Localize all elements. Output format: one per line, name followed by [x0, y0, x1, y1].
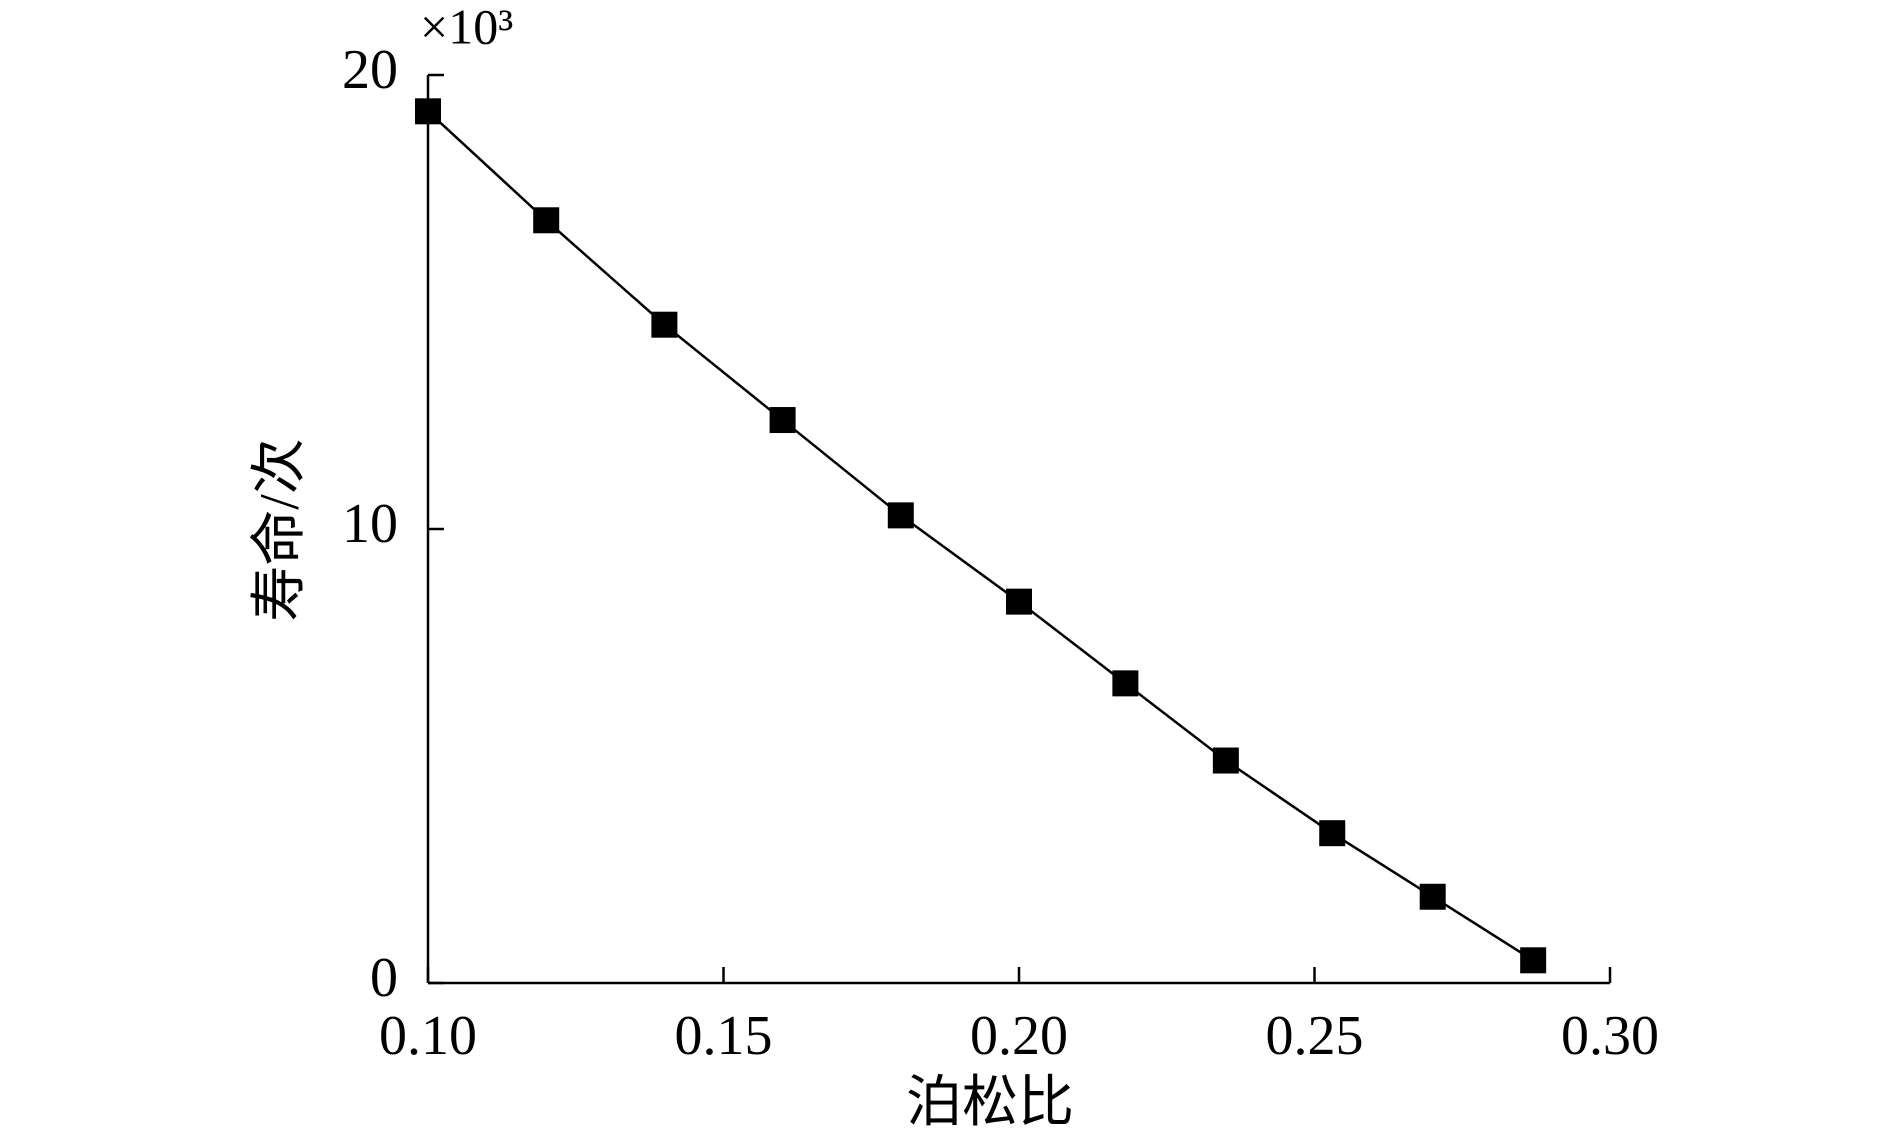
- x-axis-label: 泊松比: [906, 1072, 1074, 1134]
- marker: [1006, 588, 1032, 615]
- marker: [1419, 883, 1446, 910]
- x-tick-label: 0.25: [1266, 1005, 1364, 1067]
- marker: [1212, 747, 1239, 774]
- marker: [415, 98, 441, 125]
- x-tick-label: 0.20: [970, 1005, 1068, 1067]
- x-tick-label: 0.30: [1561, 1005, 1659, 1067]
- y-tick-label: 0: [370, 947, 398, 1009]
- marker: [533, 207, 560, 234]
- y-multiplier: ×10³: [420, 0, 513, 54]
- marker: [1520, 947, 1547, 974]
- marker: [1112, 670, 1139, 697]
- y-tick-label: 20: [342, 39, 398, 101]
- x-tick-label: 0.10: [379, 1005, 477, 1067]
- y-tick-label: 10: [342, 493, 398, 555]
- marker: [651, 311, 678, 338]
- y-axis-label: 寿命/次: [249, 438, 311, 622]
- marker: [1319, 820, 1346, 847]
- x-tick-label: 0.15: [675, 1005, 773, 1067]
- series-line: [427, 110, 1534, 962]
- marker: [887, 502, 914, 529]
- marker: [769, 407, 796, 434]
